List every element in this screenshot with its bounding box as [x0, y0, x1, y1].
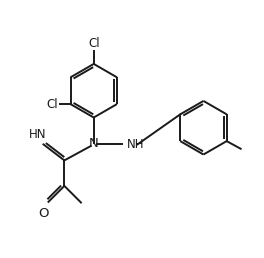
Text: N: N [89, 136, 98, 150]
Text: O: O [39, 207, 49, 220]
Text: HN: HN [29, 128, 47, 141]
Text: Cl: Cl [46, 98, 58, 111]
Text: NH: NH [127, 138, 144, 151]
Text: Cl: Cl [88, 37, 100, 50]
